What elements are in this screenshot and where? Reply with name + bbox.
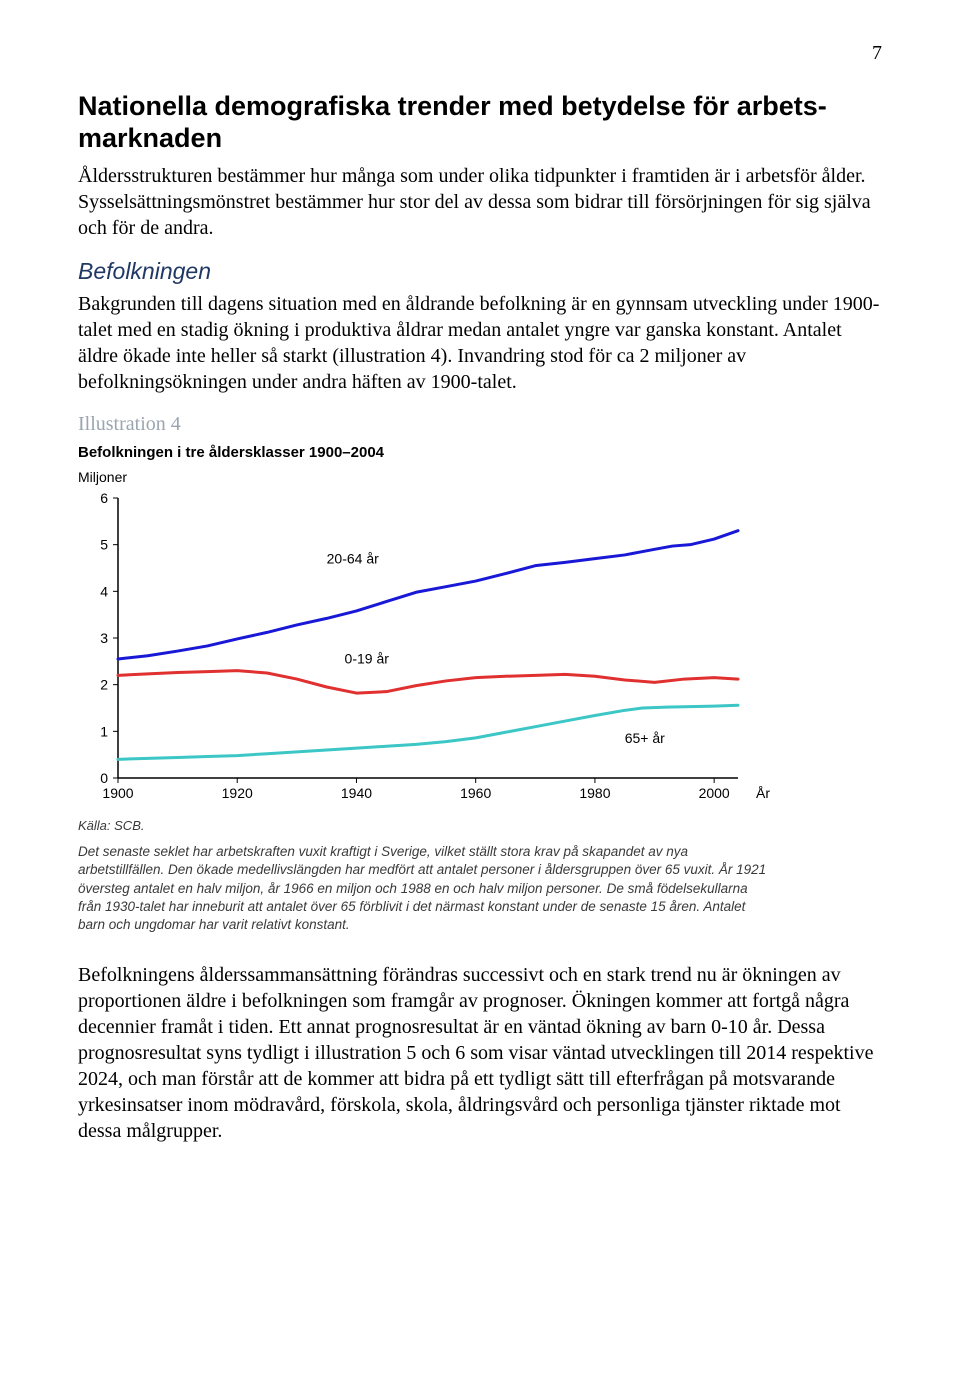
paragraph-intro: Åldersstrukturen bestämmer hur många som… <box>78 163 882 241</box>
page-number: 7 <box>78 40 882 66</box>
svg-text:0: 0 <box>100 770 108 786</box>
svg-text:2: 2 <box>100 677 108 693</box>
svg-text:1: 1 <box>100 724 108 740</box>
svg-text:0-19 år: 0-19 år <box>345 651 390 667</box>
paragraph-prognosis: Befolkningens ålderssammansättning förän… <box>78 962 882 1144</box>
chart-caption: Det senaste seklet har arbetskraften vux… <box>78 843 768 934</box>
svg-text:3: 3 <box>100 630 108 646</box>
chart-ylabel: Miljoner <box>78 468 882 486</box>
paragraph-befolkningen: Bakgrunden till dagens situation med en … <box>78 291 882 395</box>
chart-container: 0 1 2 3 4 5 6 1900 1920 1940 1960 1980 2000 År 20-64 å… <box>78 488 882 808</box>
svg-text:2000: 2000 <box>699 785 730 801</box>
heading-befolkningen: Befolkningen <box>78 257 882 287</box>
svg-text:65+ år: 65+ år <box>625 730 665 746</box>
svg-text:6: 6 <box>100 490 108 506</box>
svg-text:20-64 år: 20-64 år <box>327 551 379 567</box>
heading-main: Nationella demografiska trender med bety… <box>78 90 882 155</box>
svg-text:1960: 1960 <box>460 785 491 801</box>
illustration-label: Illustration 4 <box>78 411 882 437</box>
chart-source: Källa: SCB. <box>78 818 882 835</box>
svg-text:1980: 1980 <box>579 785 610 801</box>
chart-title: Befolkningen i tre åldersklasser 1900–20… <box>78 443 882 463</box>
svg-text:5: 5 <box>100 537 108 553</box>
svg-text:4: 4 <box>100 584 108 600</box>
svg-text:År: År <box>756 785 770 801</box>
svg-text:1920: 1920 <box>222 785 253 801</box>
svg-text:1940: 1940 <box>341 785 372 801</box>
population-line-chart: 0 1 2 3 4 5 6 1900 1920 1940 1960 1980 2000 År 20-64 å… <box>78 488 778 808</box>
svg-text:1900: 1900 <box>102 785 133 801</box>
